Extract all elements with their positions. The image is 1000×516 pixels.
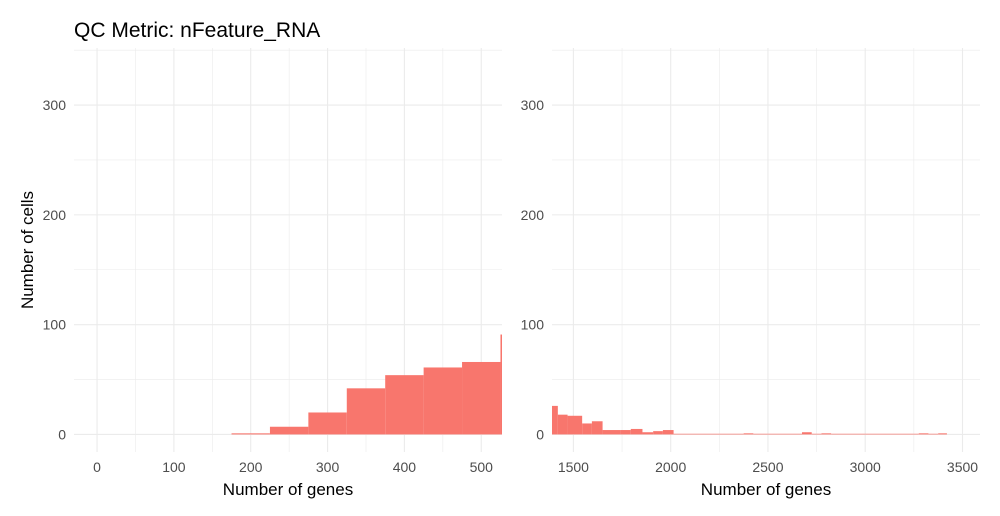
histogram-bar (811, 433, 822, 435)
histogram-bar (653, 431, 663, 435)
histogram-bar (938, 433, 947, 435)
x-tick-label: 2500 (752, 459, 783, 475)
histogram-bar (269, 426, 309, 435)
histogram-bar (662, 430, 674, 435)
x-tick-label: 100 (162, 459, 186, 475)
x-tick-label: 400 (393, 459, 417, 475)
histogram-bar (602, 430, 621, 435)
y-axis-label: Number of cells (18, 191, 37, 309)
histogram-bar (231, 433, 270, 435)
y-tick-label: 200 (521, 207, 545, 223)
histogram-bar (831, 433, 919, 435)
histogram-bar (928, 433, 939, 435)
x-tick-label: 300 (316, 459, 340, 475)
histogram-bar (673, 433, 744, 435)
x-tick-label: 1500 (558, 459, 589, 475)
histogram-bar (557, 414, 568, 435)
histogram-bar (918, 433, 929, 435)
histogram-bar (567, 415, 583, 435)
x-tick-label: 200 (239, 459, 263, 475)
histogram-bar (743, 433, 754, 435)
x-tick-label: 3500 (947, 459, 978, 475)
y-tick-label: 300 (521, 97, 545, 113)
x-tick-label: 3000 (850, 459, 881, 475)
right-panel: 1500 2000 2500 3000 3500 0 100 200 300 Number of … (521, 48, 980, 499)
histogram-bar (385, 375, 424, 435)
y-tick-label: 0 (58, 426, 66, 442)
histogram-bar (620, 430, 631, 435)
histogram-bar (753, 433, 802, 435)
histogram-bar (462, 361, 501, 435)
histogram-bar (308, 412, 347, 435)
histogram-bar (346, 388, 386, 435)
y-tick-label: 100 (521, 317, 545, 333)
x-tick-label: 0 (93, 459, 101, 475)
x-axis-label: Number of genes (223, 480, 353, 499)
histogram-bar (591, 421, 603, 435)
y-tick-label: 200 (43, 207, 67, 223)
histogram-bar (630, 428, 643, 435)
histogram-bar (801, 432, 812, 435)
x-axis-label: Number of genes (701, 480, 831, 499)
y-tick-label: 100 (43, 317, 67, 333)
histogram-bar (423, 367, 463, 435)
y-tick-label: 0 (536, 426, 544, 442)
histogram-bar (500, 334, 502, 435)
histogram-bar (582, 423, 592, 435)
x-tick-label: 500 (470, 459, 494, 475)
chart-title: QC Metric: nFeature_RNA (74, 19, 320, 42)
histogram-bar (552, 405, 558, 435)
x-tick-label: 2000 (655, 459, 686, 475)
histogram-bar (642, 432, 654, 435)
histogram-bar (821, 433, 832, 435)
y-tick-label: 300 (43, 97, 67, 113)
left-panel: 0 100 200 300 400 500 0 100 200 300 Number of gene… (18, 48, 502, 499)
